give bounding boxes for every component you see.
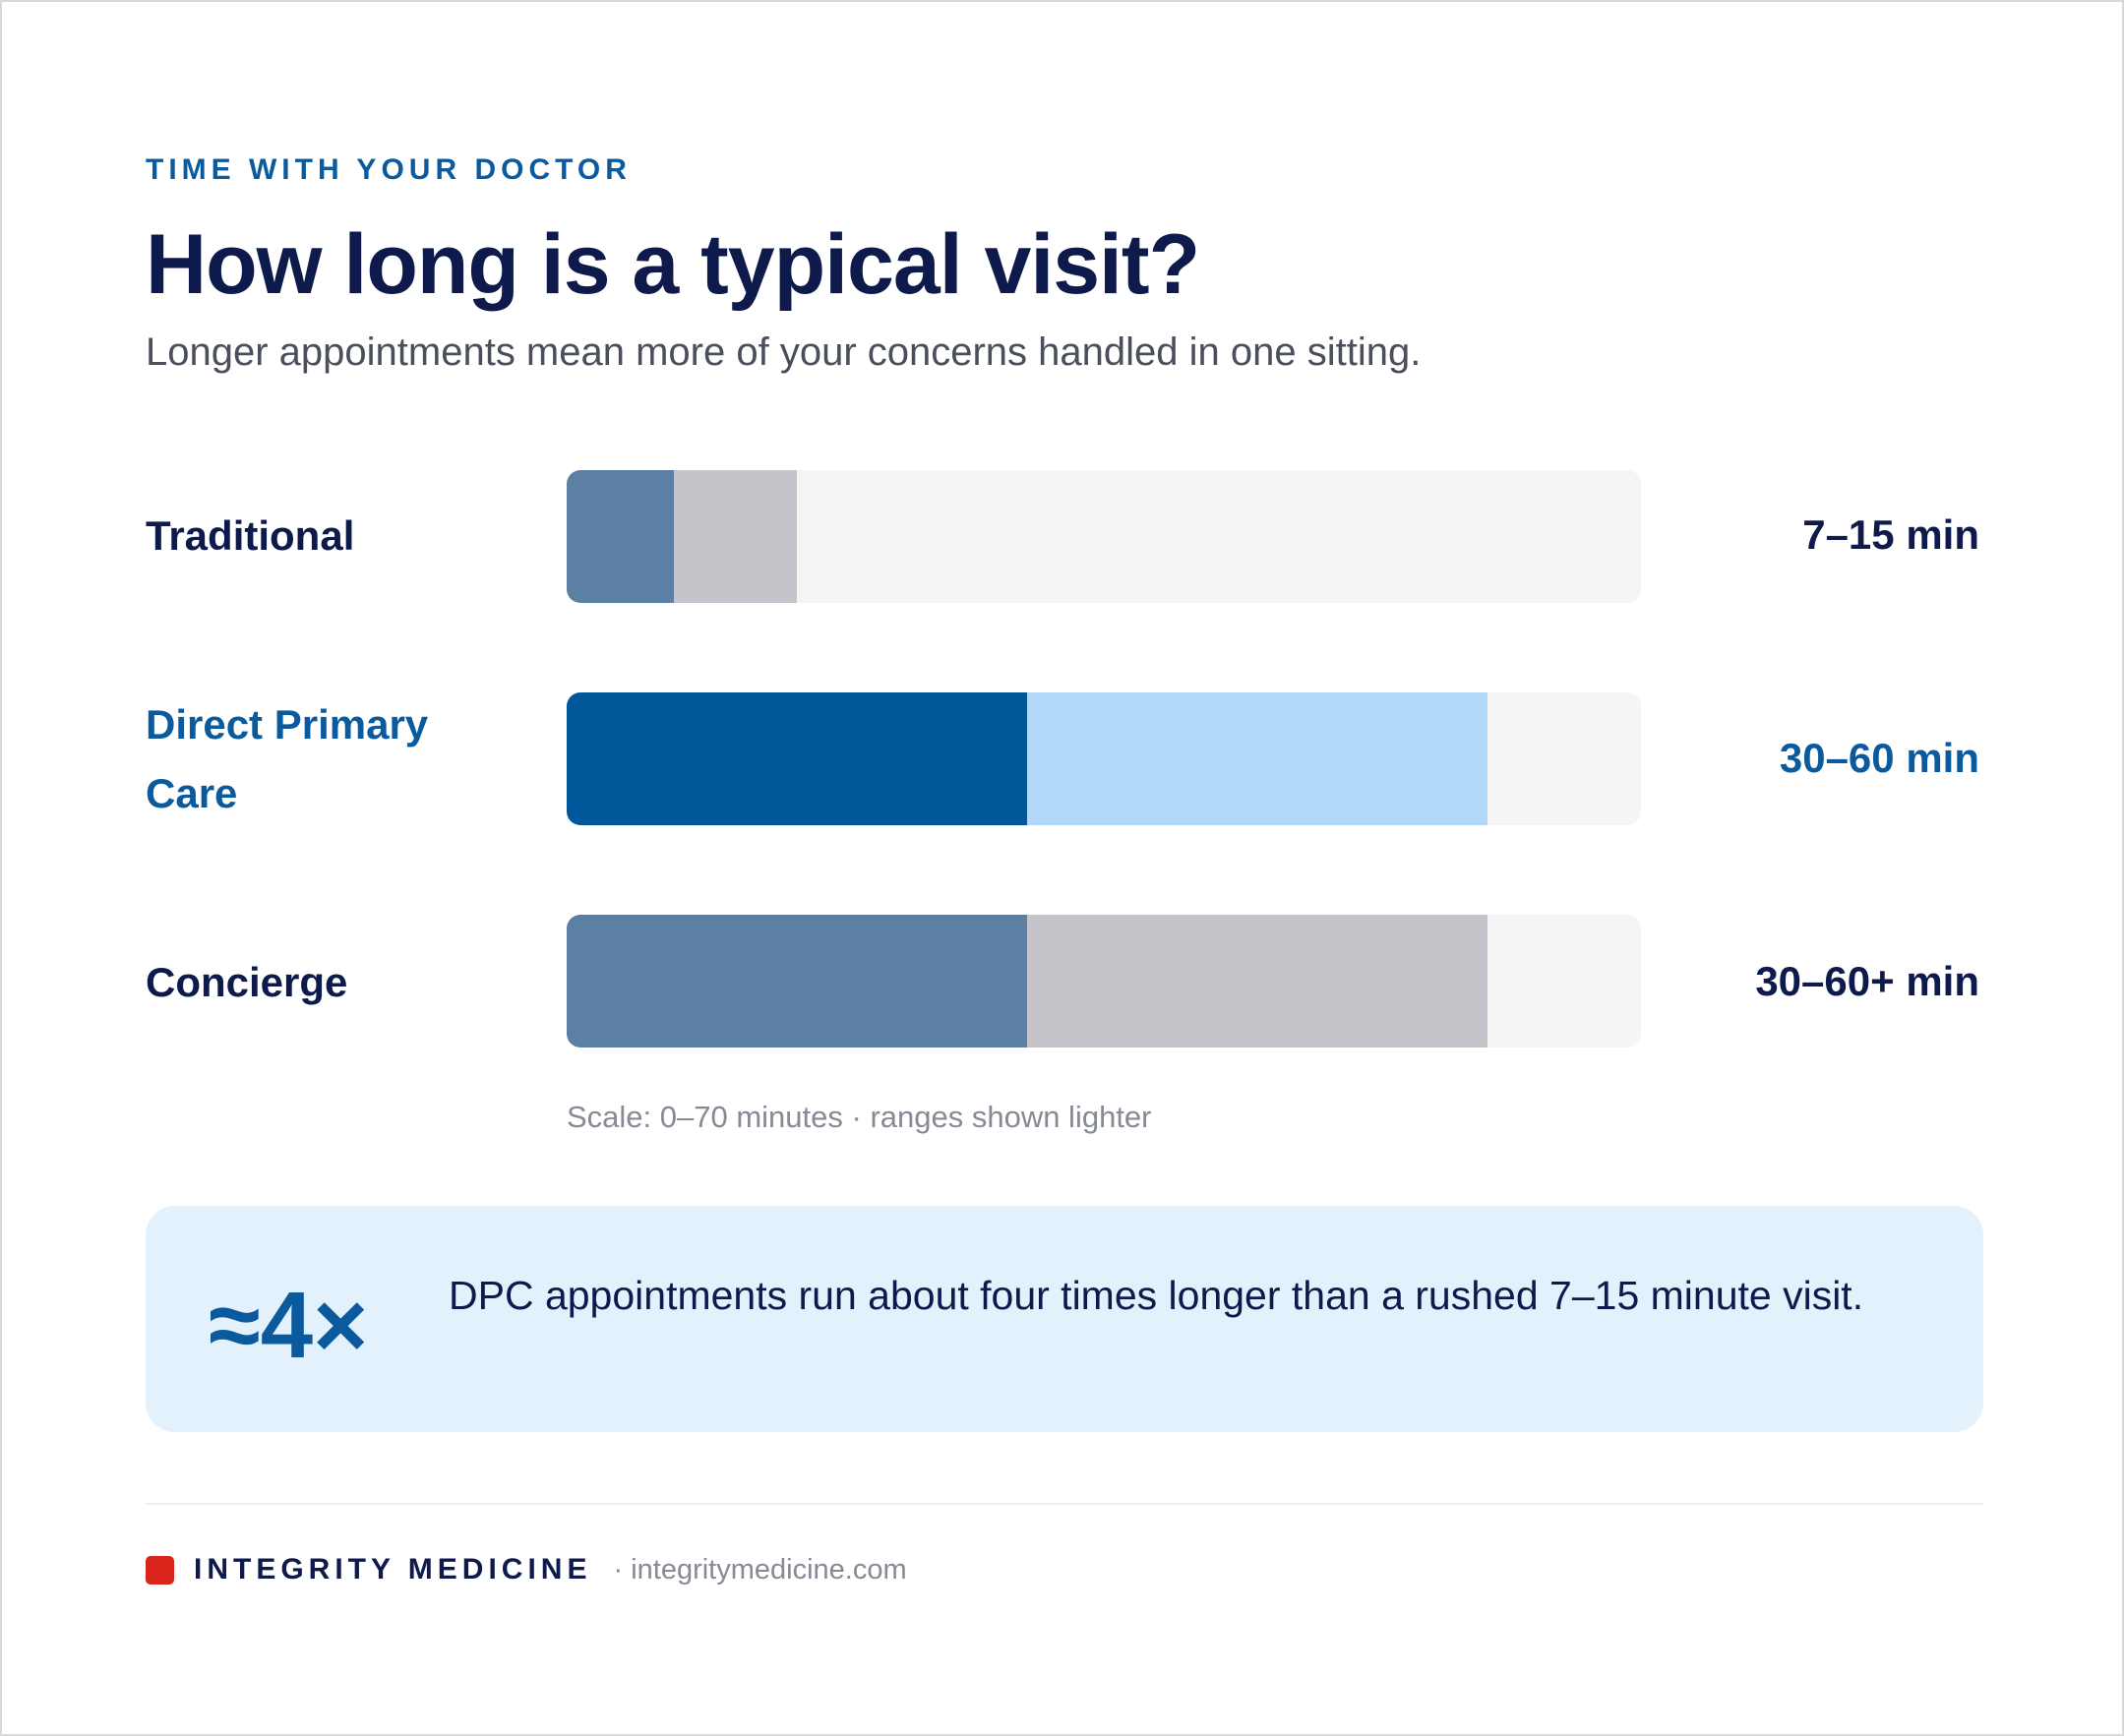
bar-label-concierge: Concierge bbox=[146, 959, 348, 1005]
footer: INTEGRITY MEDICINE · integritymedicine.c… bbox=[146, 1553, 907, 1586]
callout-box: ≈4× DPC appointments run about four time… bbox=[146, 1206, 1983, 1432]
page-title: How long is a typical visit? bbox=[146, 217, 1200, 312]
brand-url: · integritymedicine.com bbox=[613, 1553, 907, 1586]
callout-text: DPC appointments run about four times lo… bbox=[449, 1273, 1864, 1318]
bar-track-direct-primary-care bbox=[567, 692, 1641, 825]
bar-range-concierge bbox=[1027, 915, 1487, 1048]
callout-stat: ≈4× bbox=[209, 1273, 369, 1378]
eyebrow-label: TIME WITH YOUR DOCTOR bbox=[146, 153, 632, 186]
scale-note: Scale: 0–70 minutes · ranges shown light… bbox=[567, 1100, 1152, 1134]
bar-value-concierge: 30–60+ min bbox=[1755, 958, 1979, 1004]
page-subtitle: Longer appointments mean more of your co… bbox=[146, 330, 1422, 374]
brand-square-icon bbox=[146, 1555, 174, 1585]
bar-label-direct-primary-care: Direct Primary Care bbox=[146, 701, 429, 816]
bar-label-traditional: Traditional bbox=[146, 512, 355, 559]
bar-range-direct-primary-care bbox=[1027, 692, 1487, 825]
bar-base-concierge bbox=[567, 915, 1027, 1048]
footer-divider bbox=[146, 1503, 1983, 1505]
bar-track-concierge bbox=[567, 915, 1641, 1048]
bar-track-traditional bbox=[567, 470, 1641, 603]
bar-value-direct-primary-care: 30–60 min bbox=[1779, 735, 1979, 781]
bar-range-traditional bbox=[674, 470, 797, 603]
bar-base-traditional bbox=[567, 470, 675, 603]
brand-name: INTEGRITY MEDICINE bbox=[194, 1553, 592, 1586]
bar-base-direct-primary-care bbox=[567, 692, 1027, 825]
bar-value-traditional: 7–15 min bbox=[1802, 511, 1979, 558]
